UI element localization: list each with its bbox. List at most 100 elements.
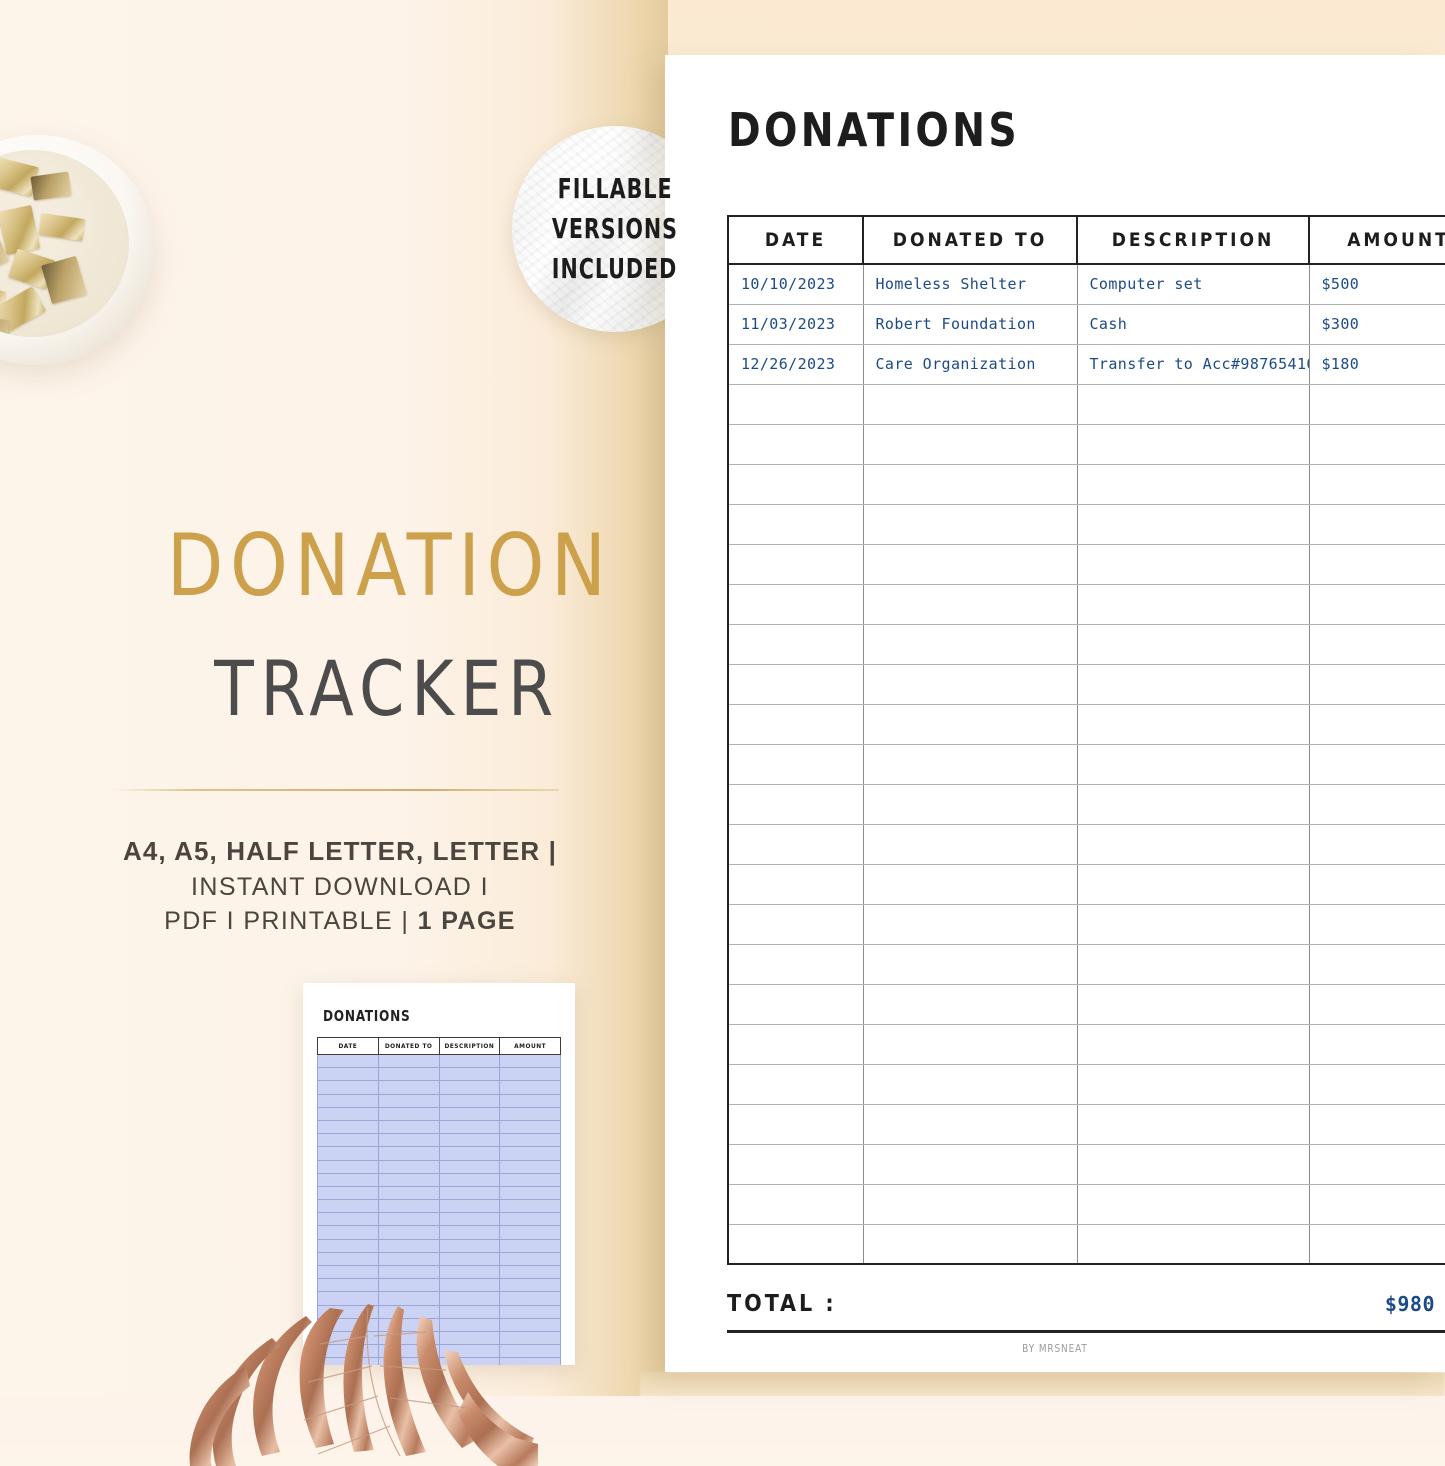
cell-date-empty[interactable] — [727, 583, 864, 625]
cell-amount[interactable]: $180 — [1308, 343, 1445, 385]
table-row-empty[interactable] — [727, 943, 1445, 985]
cell-date-empty[interactable] — [727, 1183, 864, 1225]
table-row-empty[interactable] — [727, 503, 1445, 545]
cell-description[interactable]: Computer set — [1076, 263, 1310, 305]
cell-description-empty[interactable] — [1076, 383, 1310, 425]
cell-donated-to-empty[interactable] — [862, 783, 1078, 825]
cell-description-empty[interactable] — [1076, 1023, 1310, 1065]
cell-date-empty[interactable] — [727, 423, 864, 465]
cell-donated-to-empty[interactable] — [862, 1223, 1078, 1265]
table-row-empty[interactable] — [727, 423, 1445, 465]
cell-amount-empty[interactable] — [1308, 383, 1445, 425]
cell-donated-to-empty[interactable] — [862, 383, 1078, 425]
cell-description-empty[interactable] — [1076, 983, 1310, 1025]
cell-amount-empty[interactable] — [1308, 783, 1445, 825]
cell-description-empty[interactable] — [1076, 823, 1310, 865]
cell-donated-to-empty[interactable] — [862, 983, 1078, 1025]
cell-amount-empty[interactable] — [1308, 463, 1445, 505]
cell-date-empty[interactable] — [727, 863, 864, 905]
cell-amount-empty[interactable] — [1308, 863, 1445, 905]
cell-amount-empty[interactable] — [1308, 423, 1445, 465]
cell-date-empty[interactable] — [727, 783, 864, 825]
cell-description-empty[interactable] — [1076, 1143, 1310, 1185]
table-row[interactable]: 11/03/2023 Robert Foundation Cash $300 — [727, 303, 1445, 345]
table-row-empty[interactable] — [727, 463, 1445, 505]
cell-date-empty[interactable] — [727, 983, 864, 1025]
cell-description-empty[interactable] — [1076, 1183, 1310, 1225]
cell-date-empty[interactable] — [727, 1063, 864, 1105]
cell-date-empty[interactable] — [727, 703, 864, 745]
cell-donated-to-empty[interactable] — [862, 1023, 1078, 1065]
cell-amount-empty[interactable] — [1308, 983, 1445, 1025]
cell-amount-empty[interactable] — [1308, 663, 1445, 705]
cell-description-empty[interactable] — [1076, 903, 1310, 945]
table-row-empty[interactable] — [727, 383, 1445, 425]
cell-amount-empty[interactable] — [1308, 1143, 1445, 1185]
table-row-empty[interactable] — [727, 623, 1445, 665]
cell-date-empty[interactable] — [727, 463, 864, 505]
table-row-empty[interactable] — [727, 1103, 1445, 1145]
cell-date-empty[interactable] — [727, 543, 864, 585]
table-row-empty[interactable] — [727, 903, 1445, 945]
cell-amount-empty[interactable] — [1308, 583, 1445, 625]
table-row-empty[interactable] — [727, 1023, 1445, 1065]
cell-donated-to-empty[interactable] — [862, 823, 1078, 865]
cell-amount-empty[interactable] — [1308, 1183, 1445, 1225]
cell-description-empty[interactable] — [1076, 1223, 1310, 1265]
cell-amount[interactable]: $500 — [1308, 263, 1445, 305]
cell-donated-to-empty[interactable] — [862, 703, 1078, 745]
cell-description-empty[interactable] — [1076, 943, 1310, 985]
cell-donated-to-empty[interactable] — [862, 863, 1078, 905]
table-row-empty[interactable] — [727, 743, 1445, 785]
cell-date-empty[interactable] — [727, 503, 864, 545]
cell-description-empty[interactable] — [1076, 423, 1310, 465]
cell-amount-empty[interactable] — [1308, 503, 1445, 545]
cell-donated-to[interactable]: Robert Foundation — [862, 303, 1078, 345]
cell-description-empty[interactable] — [1076, 543, 1310, 585]
cell-amount-empty[interactable] — [1308, 1063, 1445, 1105]
cell-amount-empty[interactable] — [1308, 1023, 1445, 1065]
cell-date[interactable]: 11/03/2023 — [727, 303, 864, 345]
cell-donated-to[interactable]: Homeless Shelter — [862, 263, 1078, 305]
cell-date-empty[interactable] — [727, 943, 864, 985]
table-row-empty[interactable] — [727, 983, 1445, 1025]
cell-amount-empty[interactable] — [1308, 743, 1445, 785]
cell-amount-empty[interactable] — [1308, 903, 1445, 945]
table-row-empty[interactable] — [727, 823, 1445, 865]
cell-donated-to[interactable]: Care Organization — [862, 343, 1078, 385]
cell-date-empty[interactable] — [727, 623, 864, 665]
cell-date-empty[interactable] — [727, 1223, 864, 1265]
cell-donated-to-empty[interactable] — [862, 663, 1078, 705]
cell-description-empty[interactable] — [1076, 783, 1310, 825]
cell-description[interactable]: Cash — [1076, 303, 1310, 345]
cell-donated-to-empty[interactable] — [862, 503, 1078, 545]
cell-description-empty[interactable] — [1076, 463, 1310, 505]
cell-amount-empty[interactable] — [1308, 543, 1445, 585]
cell-amount-empty[interactable] — [1308, 1103, 1445, 1145]
cell-date-empty[interactable] — [727, 663, 864, 705]
table-row-empty[interactable] — [727, 543, 1445, 585]
cell-donated-to-empty[interactable] — [862, 1183, 1078, 1225]
cell-date[interactable]: 10/10/2023 — [727, 263, 864, 305]
cell-date[interactable]: 12/26/2023 — [727, 343, 864, 385]
table-row[interactable]: 10/10/2023 Homeless Shelter Computer set $5… — [727, 263, 1445, 305]
table-row-empty[interactable] — [727, 703, 1445, 745]
cell-amount-empty[interactable] — [1308, 703, 1445, 745]
cell-date-empty[interactable] — [727, 1143, 864, 1185]
cell-donated-to-empty[interactable] — [862, 543, 1078, 585]
table-row-empty[interactable] — [727, 1223, 1445, 1265]
donations-table[interactable]: DATE DONATED TO DESCRIPTION AMOUNT 10/10/20… — [727, 215, 1445, 1265]
cell-amount-empty[interactable] — [1308, 1223, 1445, 1265]
cell-description-empty[interactable] — [1076, 503, 1310, 545]
cell-donated-to-empty[interactable] — [862, 463, 1078, 505]
cell-date-empty[interactable] — [727, 903, 864, 945]
table-row-empty[interactable] — [727, 1143, 1445, 1185]
cell-donated-to-empty[interactable] — [862, 1143, 1078, 1185]
cell-description-empty[interactable] — [1076, 1103, 1310, 1145]
cell-description-empty[interactable] — [1076, 663, 1310, 705]
cell-donated-to-empty[interactable] — [862, 583, 1078, 625]
cell-date-empty[interactable] — [727, 743, 864, 785]
table-row-empty[interactable] — [727, 663, 1445, 705]
table-row-empty[interactable] — [727, 783, 1445, 825]
cell-amount[interactable]: $300 — [1308, 303, 1445, 345]
